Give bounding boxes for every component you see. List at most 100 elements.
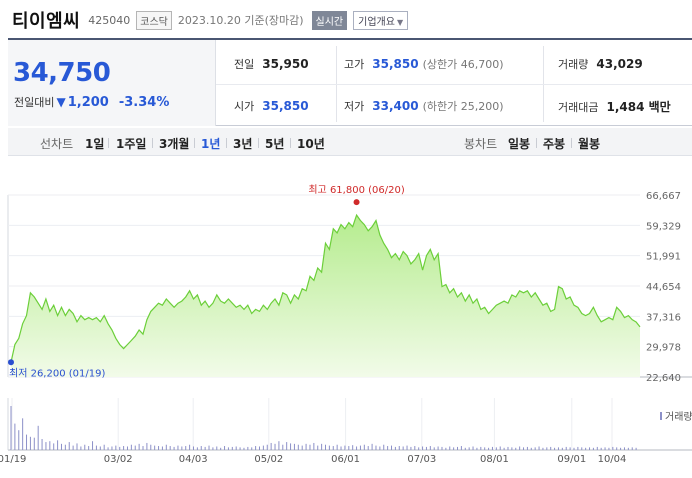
x-tick-label: 08/01 [480, 454, 509, 465]
low-marker [8, 359, 14, 366]
volume-bar [429, 446, 431, 450]
volume-legend-label: 거래량 [665, 411, 692, 423]
tab-3-months[interactable]: 3개월 [159, 137, 190, 151]
volume-bar [371, 443, 373, 450]
tab-1-year[interactable]: 1년 [201, 137, 221, 151]
volume-bar [608, 447, 610, 450]
volume-bar [348, 446, 350, 450]
volume-bar [231, 446, 233, 450]
change-percent: -3.34% [118, 95, 170, 110]
volume-bar [224, 446, 226, 450]
volume-bar [519, 446, 521, 450]
volume-bar [76, 443, 78, 450]
volume-bar [445, 447, 447, 450]
volume-bar [235, 446, 237, 450]
volume-bar [22, 418, 24, 450]
market-badge: 코스닥 [136, 10, 172, 30]
volume-bar [243, 447, 245, 450]
high-marker [353, 199, 360, 206]
volume-bar [352, 445, 354, 450]
volume-bar [503, 447, 505, 450]
amount-label: 거래대금 [558, 101, 599, 114]
x-tick-label: 09/01 [557, 454, 586, 465]
y-tick-label: 44,654 [646, 282, 681, 293]
tab-weekly-candle[interactable]: 주봉 [543, 137, 566, 151]
volume-bar [600, 447, 602, 450]
company-info-dropdown[interactable]: 기업개요 ▼ [353, 10, 409, 30]
volume-bar [344, 445, 346, 450]
price-series-line [10, 213, 641, 363]
volume-bar [88, 446, 90, 450]
volume-bar [356, 446, 358, 450]
row-divider [216, 84, 692, 85]
price-chart: 최고 61,800 (06/20) 최저 26,200 (01/19) 거래량 6… [0, 168, 692, 478]
x-tick-label: 01/19 [0, 454, 26, 465]
volume-bar [581, 447, 583, 450]
volume-bar [309, 444, 311, 450]
volume-bar [57, 440, 59, 450]
volume-bar [538, 446, 540, 450]
low-annotation: 최저 26,200 (01/19) [9, 367, 105, 379]
volume-bar [631, 447, 633, 450]
volume-bar [460, 446, 462, 450]
volume-bar [293, 443, 295, 450]
volume-bar [158, 446, 160, 450]
volume-bar [227, 447, 229, 450]
volume-bar [379, 446, 381, 450]
stock-header: 티이엠씨 425040 코스닥 2023.10.20 기준(장마감) 실시간 기… [12, 8, 409, 32]
volume-bar [204, 446, 206, 450]
volume-bar [60, 443, 62, 450]
volume-bar [612, 446, 614, 450]
volume-bar [274, 443, 276, 450]
volume-bar [418, 447, 420, 450]
volume-bar [488, 447, 490, 450]
volume-bar [387, 446, 389, 450]
volume-bar [325, 444, 326, 450]
volume-bar [247, 446, 249, 450]
volume-bar [449, 446, 451, 450]
volume-bar [239, 447, 241, 450]
volume-bar [604, 447, 606, 450]
volume-bar [134, 445, 136, 450]
tab-daily-candle[interactable]: 일봉 [508, 137, 531, 151]
volume-bar [480, 446, 482, 450]
volume: 거래량 43,029 [558, 56, 643, 72]
volume-bar [290, 443, 292, 450]
volume-bar [26, 434, 28, 450]
y-tick-label: 37,316 [646, 312, 681, 323]
x-tick-label: 05/02 [254, 454, 283, 465]
day-high: 고가 35,850 (상한가 46,700) [344, 56, 504, 72]
low-value: 33,400 [372, 99, 419, 113]
candle-chart-title: 봉차트 [464, 137, 498, 151]
volume-bar [367, 446, 369, 450]
volume-bar [515, 447, 517, 450]
tab-10-years[interactable]: 10년 [297, 137, 325, 151]
tab-5-years[interactable]: 5년 [265, 137, 285, 151]
volume-bar [95, 445, 97, 450]
volume-bar [317, 445, 319, 450]
realtime-button[interactable]: 실시간 [311, 10, 348, 30]
volume-bar [383, 444, 385, 450]
volume-bar [627, 447, 629, 450]
tab-1-week[interactable]: 1주일 [116, 137, 147, 151]
volume-bar [146, 442, 148, 450]
volume-value: 43,029 [596, 57, 643, 71]
high-annotation: 최고 61,800 (06/20) [308, 184, 404, 196]
tab-monthly-candle[interactable]: 월봉 [578, 137, 601, 151]
tab-3-years[interactable]: 3년 [233, 137, 253, 151]
tab-1-day[interactable]: 1일 [85, 137, 105, 151]
volume-bar [99, 446, 101, 450]
volume-bar [130, 444, 132, 450]
volume-bar [161, 446, 163, 450]
volume-bar [150, 444, 152, 450]
volume-bar [585, 447, 587, 450]
x-tick-label: 04/03 [179, 454, 208, 465]
volume-bar [592, 447, 594, 450]
volume-bar [425, 446, 427, 450]
volume-bar [336, 444, 338, 450]
chart-period-tabs: 선차트 1일 1주일 3개월 1년 3년 5년 10년 봉차트 일봉 주봉 월봉 [8, 128, 692, 156]
volume-bar [200, 446, 202, 450]
tab-separator [290, 138, 291, 148]
volume-bar [185, 446, 187, 450]
